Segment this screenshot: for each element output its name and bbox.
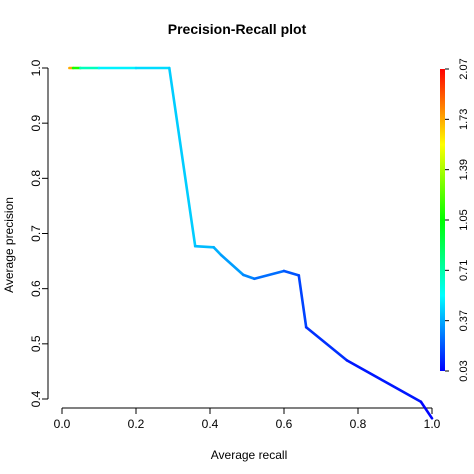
x-tick-label: 0.6 xyxy=(276,417,293,431)
colorbar-tick-label: 1.73 xyxy=(458,109,470,130)
x-tick-label: 0.0 xyxy=(54,417,71,431)
series-segment xyxy=(304,325,349,362)
x-tick-label: 0.4 xyxy=(202,417,219,431)
x-tick-label: 0.2 xyxy=(128,417,145,431)
y-axis-label: Average precision xyxy=(2,197,16,293)
colorbar-tick-label: 1.39 xyxy=(458,159,470,180)
y-tick-label: 0.8 xyxy=(29,170,43,187)
series-segment xyxy=(193,244,215,249)
series-segment xyxy=(253,269,286,281)
x-axis-label: Average recall xyxy=(211,448,288,462)
colorbar-tick-label: 0.37 xyxy=(458,310,470,331)
chart-title: Precision-Recall plot xyxy=(168,21,307,37)
y-axis: 0.4 0.5 0.6 0.7 0.8 0.9 1.0 xyxy=(29,59,49,407)
colorbar: 0.03 0.37 0.71 1.05 1.39 1.73 2.07 xyxy=(440,58,470,382)
colorbar-tick-label: 2.07 xyxy=(458,58,470,79)
y-tick-label: 1.0 xyxy=(29,59,43,76)
colorbar-tick-label: 0.71 xyxy=(458,260,470,281)
series-layer xyxy=(68,66,434,420)
y-tick-label: 0.4 xyxy=(29,390,43,407)
x-axis: 0.0 0.2 0.4 0.6 0.8 1.0 xyxy=(54,407,441,431)
y-tick-label: 0.6 xyxy=(29,280,43,297)
y-tick-label: 0.5 xyxy=(29,335,43,352)
y-tick-label: 0.9 xyxy=(29,115,43,132)
series-segment xyxy=(345,359,423,404)
series-segment xyxy=(242,273,256,281)
colorbar-gradient xyxy=(440,69,445,371)
y-tick-label: 0.7 xyxy=(29,225,43,242)
series-segment xyxy=(168,66,197,248)
x-tick-label: 1.0 xyxy=(424,417,441,431)
series-segment xyxy=(419,400,434,420)
series-segment xyxy=(297,274,308,329)
series-segment xyxy=(212,245,223,257)
x-tick-label: 0.8 xyxy=(350,417,367,431)
colorbar-tick-label: 1.05 xyxy=(458,209,470,230)
colorbar-tick-label: 0.03 xyxy=(458,360,470,381)
series-segment xyxy=(282,269,301,277)
series-segment xyxy=(219,253,245,277)
